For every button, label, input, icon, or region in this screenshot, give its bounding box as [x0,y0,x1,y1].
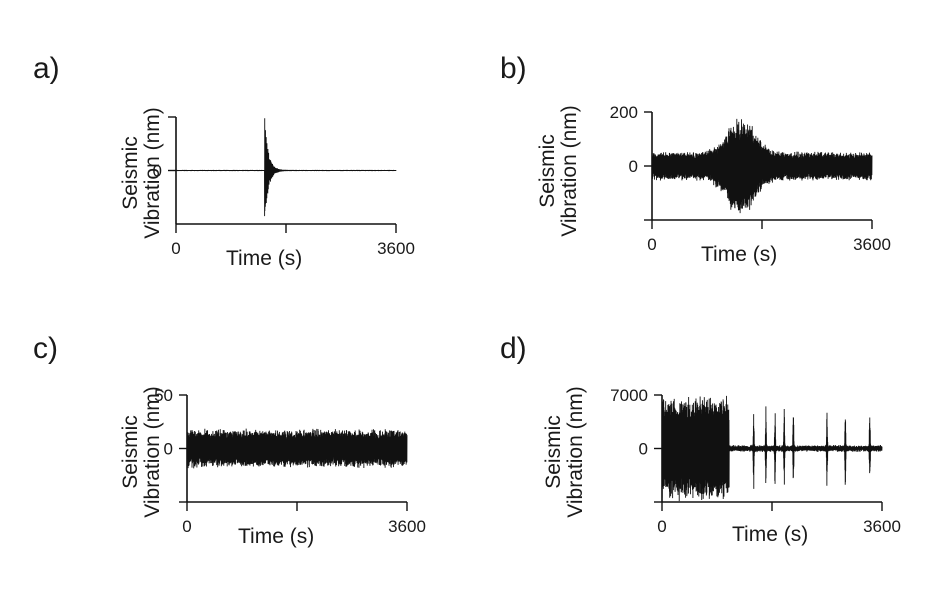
x-tick-label-start: 0 [657,517,666,536]
panel-label-c: c) [33,332,58,365]
xlabel-c: Time (s) [238,525,315,548]
x-tick-label-start: 0 [647,235,656,254]
x-tick-label-end: 3600 [388,517,426,536]
y-tick-label: 50 [154,386,173,405]
y-tick-label: 0 [153,162,162,181]
waveform-series [186,428,408,469]
x-tick-label-end: 3600 [853,235,891,254]
y-tick-label: 200 [610,103,638,122]
y-tick-label: 0 [164,440,173,459]
y-tick-label: 0 [629,157,638,176]
waveform-series [661,395,883,502]
xlabel-b: Time (s) [701,243,778,266]
xlabel-d: Time (s) [732,523,809,546]
panel-label-d: d) [500,332,527,365]
panel-label-b: b) [500,52,527,85]
panel-label-a: a) [33,52,60,85]
waveform-series [651,118,873,214]
x-tick-label-start: 0 [182,517,191,536]
xlabel-a: Time (s) [226,247,303,270]
y-tick-label: 0 [639,440,648,459]
y-tick-label: 7000 [610,386,648,405]
x-tick-label-start: 0 [171,239,180,258]
x-tick-label-end: 3600 [377,239,415,258]
x-tick-label-end: 3600 [863,517,901,536]
